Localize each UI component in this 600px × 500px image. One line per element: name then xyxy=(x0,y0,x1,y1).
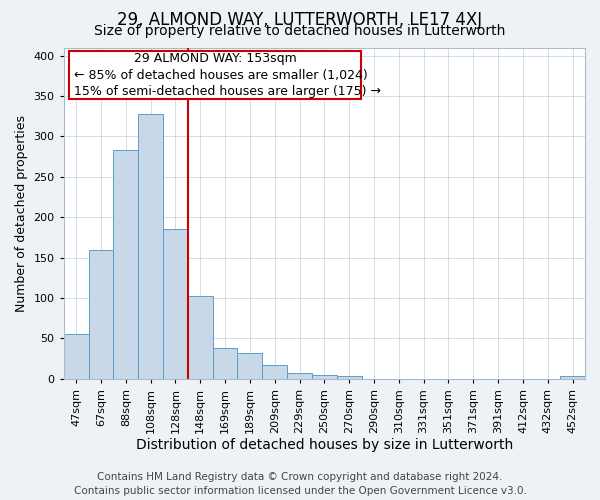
Bar xyxy=(89,250,113,379)
Bar xyxy=(138,114,163,379)
Bar xyxy=(262,365,287,379)
Text: 29, ALMOND WAY, LUTTERWORTH, LE17 4XJ: 29, ALMOND WAY, LUTTERWORTH, LE17 4XJ xyxy=(118,11,482,29)
Bar xyxy=(113,150,138,379)
Bar xyxy=(212,348,238,379)
Bar xyxy=(163,230,188,379)
Y-axis label: Number of detached properties: Number of detached properties xyxy=(15,114,28,312)
Bar xyxy=(337,376,362,379)
Text: Size of property relative to detached houses in Lutterworth: Size of property relative to detached ho… xyxy=(94,24,506,38)
FancyBboxPatch shape xyxy=(69,51,361,99)
X-axis label: Distribution of detached houses by size in Lutterworth: Distribution of detached houses by size … xyxy=(136,438,513,452)
Bar xyxy=(560,376,585,379)
Text: 15% of semi-detached houses are larger (175) →: 15% of semi-detached houses are larger (… xyxy=(74,86,381,98)
Bar xyxy=(64,334,89,379)
Bar xyxy=(312,375,337,379)
Bar xyxy=(188,296,212,379)
Text: ← 85% of detached houses are smaller (1,024): ← 85% of detached houses are smaller (1,… xyxy=(74,69,368,82)
Text: Contains HM Land Registry data © Crown copyright and database right 2024.
Contai: Contains HM Land Registry data © Crown c… xyxy=(74,472,526,496)
Bar xyxy=(238,353,262,379)
Bar xyxy=(287,373,312,379)
Text: 29 ALMOND WAY: 153sqm: 29 ALMOND WAY: 153sqm xyxy=(134,52,296,66)
